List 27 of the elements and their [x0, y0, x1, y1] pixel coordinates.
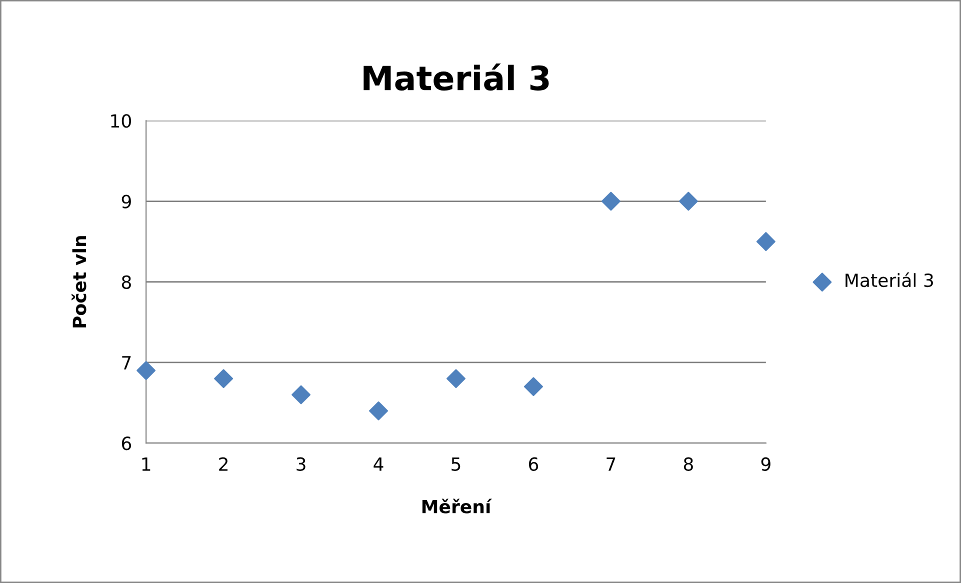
y-tick-label: 7 [122, 356, 131, 370]
point [524, 377, 543, 396]
x-tick-label: 5 [452, 458, 460, 471]
chart-title: Materiál 3 [364, 63, 549, 91]
legend-label: Materiál 3 [846, 272, 933, 288]
point [756, 232, 776, 252]
x-tick-label: 6 [528, 457, 538, 471]
y-tick-label: 10 [111, 114, 131, 128]
y-axis-title: Počet vln [72, 236, 86, 328]
point [678, 192, 698, 211]
x-tick-label: 7 [606, 458, 616, 471]
x-tick-label: 4 [374, 458, 384, 471]
point [292, 385, 311, 404]
x-tick-label: 9 [761, 457, 770, 471]
y-tick-label: 8 [122, 275, 131, 289]
x-tick-label: 2 [219, 457, 228, 471]
point [214, 369, 234, 388]
point [601, 192, 620, 211]
x-tick-label: 8 [684, 457, 693, 471]
x-tick-label: 3 [296, 457, 306, 471]
point [136, 361, 156, 380]
point [446, 369, 466, 388]
x-tick-label: 1 [142, 458, 150, 471]
point [369, 401, 388, 420]
y-tick-label: 6 [122, 436, 132, 450]
y-tick-label: 9 [122, 194, 131, 208]
x-axis-title: Měření [422, 498, 492, 514]
